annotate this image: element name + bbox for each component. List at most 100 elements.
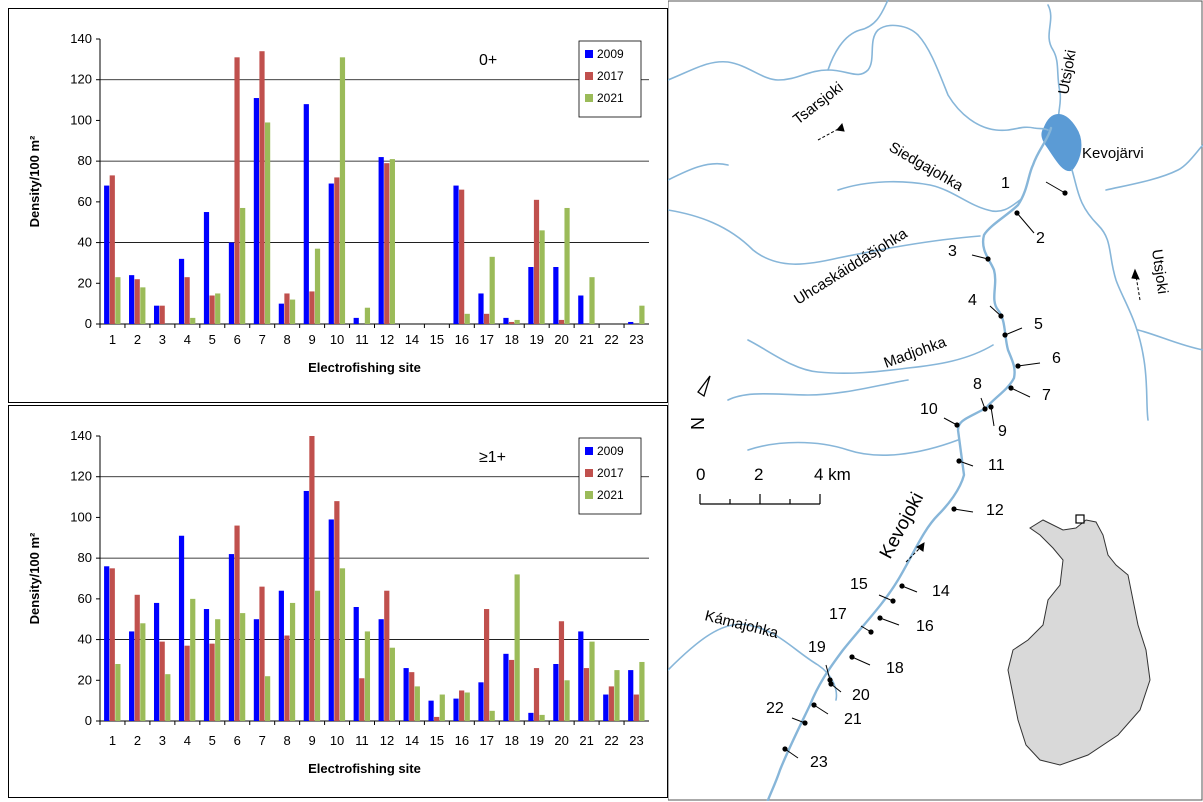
bar-2009-site-8 <box>278 303 284 324</box>
x-tick-label: 23 <box>629 733 643 748</box>
legend-label-2021: 2021 <box>597 91 624 105</box>
bar-2021-site-16 <box>464 313 470 324</box>
bar-2009-site-9 <box>303 490 309 721</box>
scale-label-0: 0 <box>696 465 705 484</box>
x-tick-label: 4 <box>184 733 191 748</box>
site-label-8: 8 <box>973 376 982 393</box>
site-label-16: 16 <box>916 618 934 635</box>
bar-2009-site-15 <box>428 700 434 721</box>
bar-2009-site-22 <box>603 694 609 721</box>
label-kevojoki: Kevojoki <box>876 489 928 562</box>
x-tick-label: 9 <box>308 733 315 748</box>
x-tick-label: 7 <box>259 332 266 347</box>
site-label-17: 17 <box>829 606 847 623</box>
site-dot-11 <box>956 458 962 464</box>
legend-swatch-2021 <box>585 491 593 499</box>
y-tick-label: 20 <box>78 672 92 687</box>
uhcaskaiddasjohka-river <box>668 209 981 265</box>
y-tick-label: 80 <box>78 153 92 168</box>
site-dot-8 <box>982 406 988 412</box>
bar-2009-site-21 <box>578 631 584 721</box>
bar-2009-site-19 <box>528 267 534 324</box>
bar-2021-site-18 <box>514 319 520 324</box>
chart-age0-yticks: 0 20 40 60 80 100 120 140 <box>70 31 100 331</box>
site-label-22: 22 <box>766 700 784 717</box>
bar-2017-site-21 <box>583 668 590 721</box>
chart-age1plus-bars <box>104 436 645 721</box>
chart-age0-ylabel: Density/100 m² <box>27 135 42 227</box>
bar-2017-site-8 <box>284 293 290 324</box>
x-tick-label: 21 <box>579 733 593 748</box>
kevojoki-river <box>766 126 1053 801</box>
bar-2017-site-17 <box>483 313 490 324</box>
site-leader-6 <box>1017 362 1041 367</box>
site-label-7: 7 <box>1042 387 1051 404</box>
bar-2017-site-20 <box>558 319 565 324</box>
x-tick-label: 19 <box>529 332 543 347</box>
chart-age1plus-ylabel: Density/100 m² <box>27 532 42 624</box>
bar-2017-site-6 <box>234 525 240 721</box>
map-frame <box>668 0 1203 801</box>
bar-2009-site-2 <box>129 275 135 324</box>
bar-2021-site-2 <box>140 287 146 324</box>
bar-2009-site-8 <box>278 590 284 721</box>
bar-2017-site-10 <box>334 177 340 324</box>
x-tick-label: 17 <box>480 332 494 347</box>
x-tick-label: 17 <box>480 733 494 748</box>
site-dot-7 <box>1008 385 1014 391</box>
north-west-branch <box>668 162 729 181</box>
bar-2021-site-6 <box>240 613 246 721</box>
x-tick-label: 16 <box>455 733 469 748</box>
tsarsjoki-river <box>668 24 1049 132</box>
bar-2017-site-19 <box>533 668 540 721</box>
chart-age0-xlabel: Electrofishing site <box>308 360 421 375</box>
bar-2009-site-5 <box>203 609 210 721</box>
bar-2021-site-19 <box>539 714 545 721</box>
bar-2009-site-19 <box>528 712 534 721</box>
x-tick-label: 3 <box>159 332 166 347</box>
x-tick-label: 8 <box>284 332 291 347</box>
x-tick-label: 18 <box>505 733 519 748</box>
bar-2021-site-23 <box>639 305 645 324</box>
legend-label-2009: 2009 <box>597 444 624 458</box>
site-label-4: 4 <box>968 292 977 309</box>
bar-2009-site-18 <box>503 653 509 721</box>
bar-2021-site-9 <box>314 248 321 324</box>
chart-age1plus-agelabel: ≥1+ <box>479 449 506 466</box>
chart-age0-legend: 2009 2017 2021 <box>578 40 642 118</box>
madjohka-river <box>747 339 994 375</box>
bar-2009-site-2 <box>129 631 135 721</box>
bar-2009-site-9 <box>303 104 309 325</box>
x-tick-label: 14 <box>405 733 419 748</box>
x-tick-label: 2 <box>134 733 141 748</box>
bar-2021-site-16 <box>464 692 470 721</box>
north-arrow: N <box>688 375 711 430</box>
scale-bar: 0 2 4 km <box>696 465 851 505</box>
bar-2017-site-23 <box>633 694 639 721</box>
bar-2017-site-4 <box>184 277 190 324</box>
bar-2017-site-3 <box>159 305 165 324</box>
site-label-3: 3 <box>948 243 957 260</box>
y-tick-label: 20 <box>78 275 92 290</box>
bar-2009-site-20 <box>553 267 559 324</box>
site-label-10: 10 <box>920 401 938 418</box>
x-tick-label: 16 <box>455 332 469 347</box>
site-leader-16 <box>879 617 900 626</box>
bar-2009-site-23 <box>628 670 634 721</box>
river-map: Tsarsjoki Utsjoki Kevojärvi Siedgajohka … <box>668 0 1203 801</box>
site-label-12: 12 <box>986 502 1004 519</box>
site-dot-19 <box>827 677 833 683</box>
site-dot-16 <box>877 615 883 621</box>
site-dot-20 <box>828 681 834 687</box>
bar-2017-site-22 <box>608 686 614 721</box>
bar-2009-site-10 <box>328 519 334 721</box>
bar-2017-site-7 <box>259 51 265 324</box>
chart-panel-age1plus: 0 20 40 60 80 100 120 140 1 2 3 4 5 6 7 8 9 10 11 12 14 15 16… <box>8 405 668 798</box>
legend-swatch-2009 <box>585 447 593 455</box>
bar-2021-site-12 <box>389 647 395 721</box>
bar-2021-site-23 <box>639 661 645 721</box>
finland-inset <box>1007 514 1151 766</box>
label-utsjoki-east: Utsjoki <box>1148 248 1171 295</box>
